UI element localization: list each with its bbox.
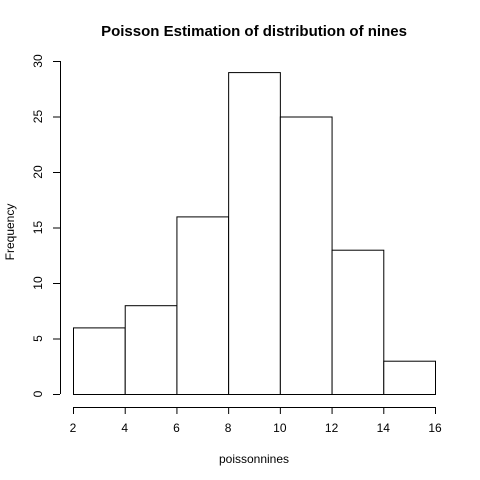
y-tick-label-25: 25: [31, 110, 45, 124]
y-axis-label: Frequency: [3, 204, 17, 261]
y-tick-label-0: 0: [31, 390, 45, 397]
y-tick-label-15: 15: [31, 221, 45, 235]
histogram-bar-6: [331, 249, 385, 395]
x-axis: 2 4 6 8 10 12 14 16: [70, 407, 442, 435]
x-tick-label-4: 4: [121, 421, 128, 435]
x-tick-label-12: 12: [325, 421, 339, 435]
histogram-bar-1: [73, 327, 126, 395]
histogram-bar-7: [383, 360, 436, 396]
histogram-bar-5: [279, 116, 333, 395]
x-tick-label-10: 10: [273, 421, 287, 435]
x-tick-label-14: 14: [377, 421, 391, 435]
histogram-bar-4: [228, 72, 281, 395]
histogram-bar-3: [176, 216, 230, 395]
x-tick-label-16: 16: [428, 421, 442, 435]
y-tick-label-10: 10: [31, 276, 45, 290]
y-axis: 0 5 10 15 20 25 30: [31, 54, 61, 397]
x-tick-label-2: 2: [70, 421, 77, 435]
y-tick-label-5: 5: [31, 335, 45, 342]
histogram-bar-2: [124, 305, 178, 396]
x-tick-label-8: 8: [225, 421, 232, 435]
y-tick-label-30: 30: [31, 54, 45, 68]
y-tick-label-20: 20: [31, 165, 45, 179]
x-axis-label: poissonnines: [219, 452, 289, 466]
chart-title: Poisson Estimation of distribution of ni…: [101, 23, 407, 40]
bars-group: [73, 72, 436, 396]
x-tick-label-6: 6: [173, 421, 180, 435]
